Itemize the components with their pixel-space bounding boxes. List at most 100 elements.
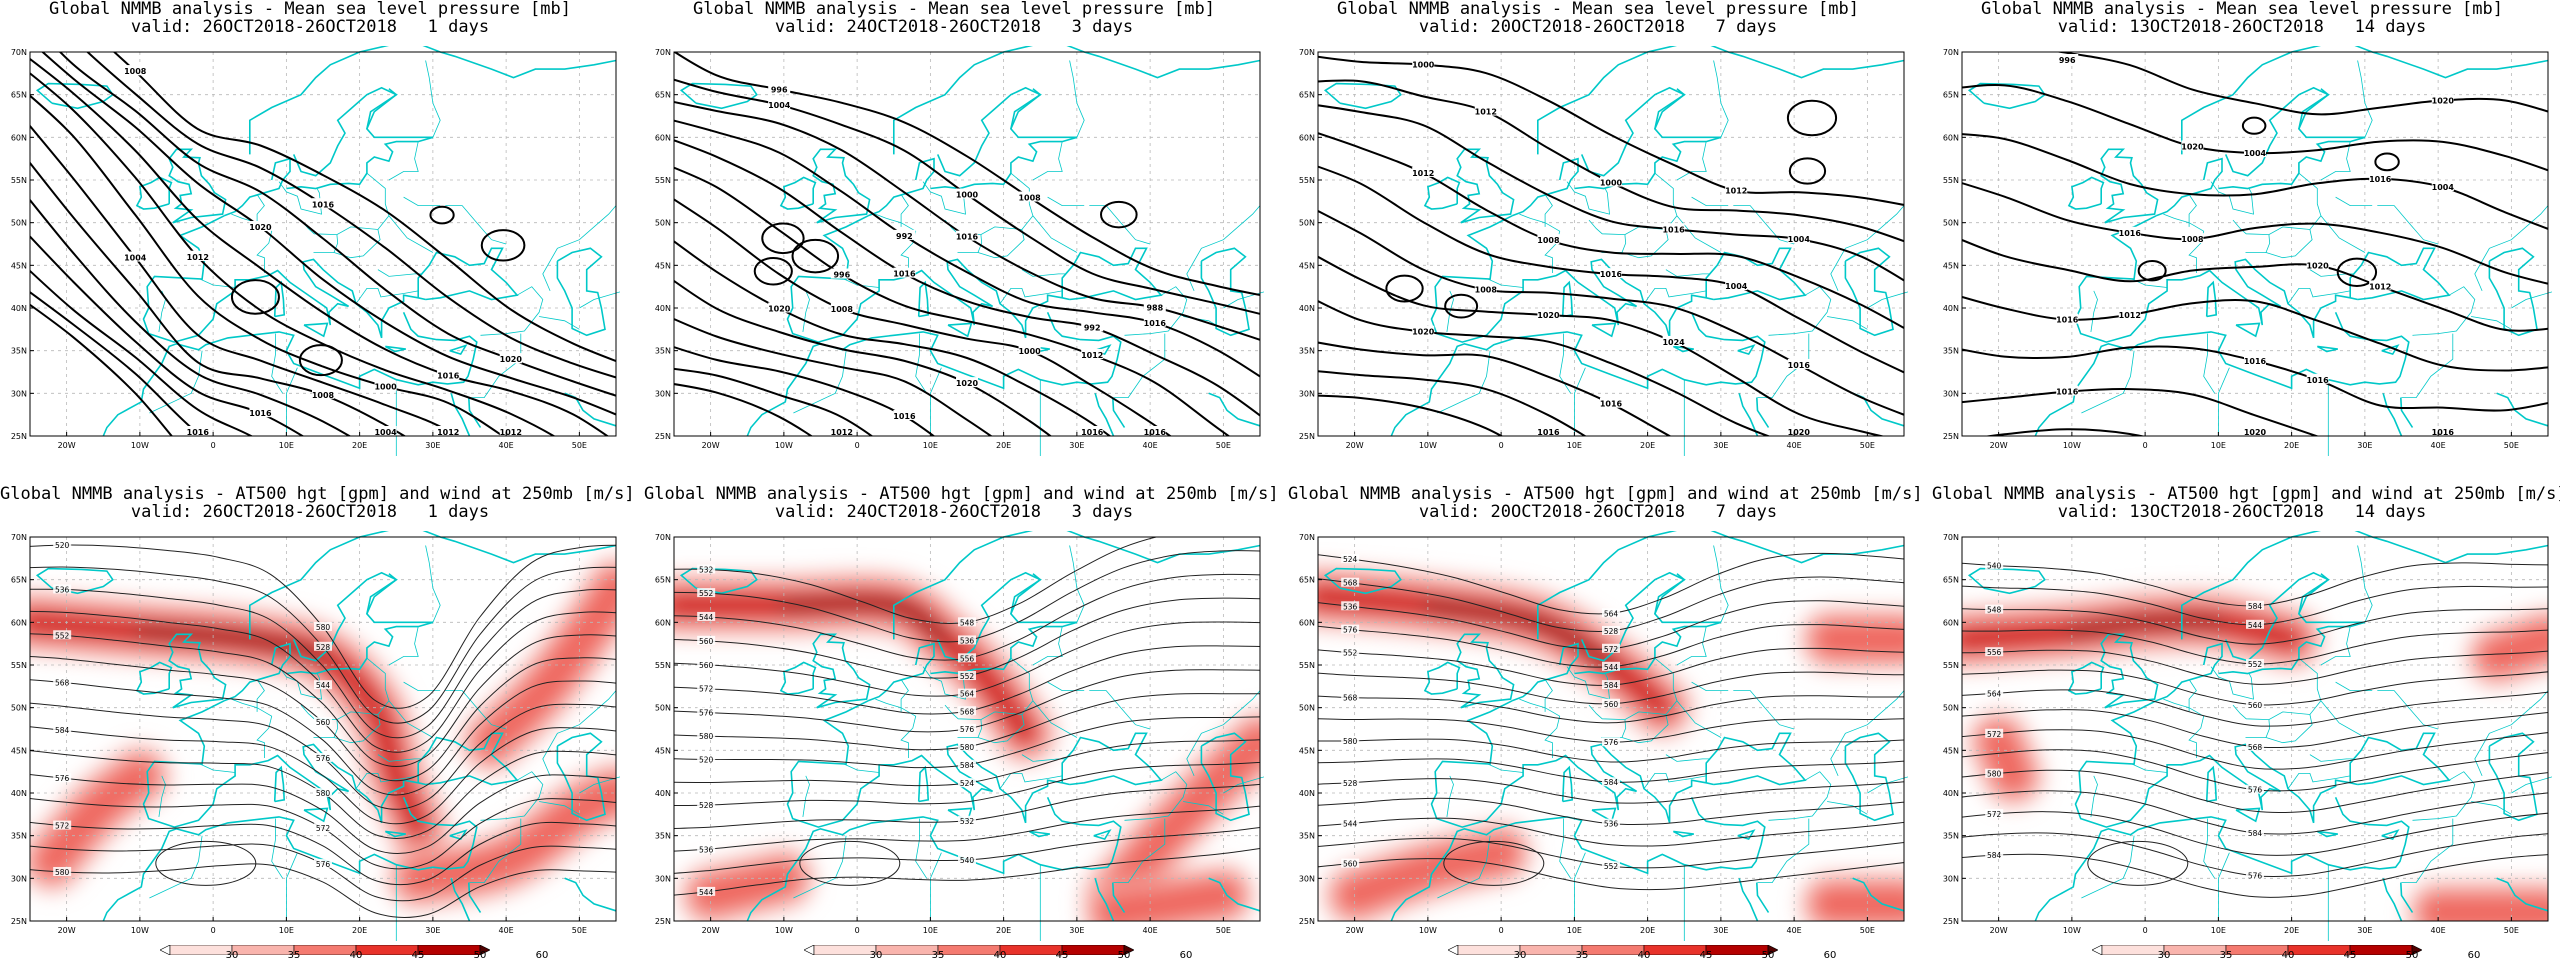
lat-tick-label: 70N: [1299, 533, 1315, 542]
height-labels: 520 528 536 544 552 560 568 576 584 580 576 572 572 5…: [53, 540, 332, 877]
lat-tick-label: 40N: [655, 789, 671, 798]
lon-tick-label: 10W: [775, 441, 793, 450]
contour-label: 564: [960, 690, 975, 699]
contour-label: 572: [1987, 810, 2002, 819]
contour-label: 564: [1604, 609, 1619, 618]
colorbar-tick-label: 60: [1823, 950, 1837, 961]
lon-tick-label: 10E: [279, 926, 294, 935]
lon-tick-label: 50E: [1860, 441, 1875, 450]
colorbar-swatch: [937, 944, 1001, 956]
map-panel: Global NMMB analysis - Mean sea level pr…: [1288, 0, 1908, 470]
contour-label: 560: [316, 718, 331, 727]
map-panel: Global NMMB analysis - Mean sea level pr…: [644, 0, 1264, 470]
lon-tick-label: 30E: [2357, 441, 2372, 450]
lat-tick-label: 45N: [1299, 261, 1315, 270]
lat-tick-label: 50N: [1299, 219, 1315, 228]
contour-label: 576: [316, 754, 331, 763]
contour-label: 1008: [2181, 235, 2204, 244]
lon-tick-label: 0: [855, 441, 860, 450]
contour-label: 572: [699, 685, 714, 694]
colorbar-swatch: [1581, 944, 1645, 956]
colorbar-tick-label: 60: [535, 950, 549, 961]
colorbar-swatch: [1457, 944, 1521, 956]
lon-tick-label: 0: [1499, 926, 1504, 935]
isobar-labels: 1000 1000 1004 1008 1004 1008 1024 1020 1016 1020…: [1412, 58, 1810, 437]
lat-tick-label: 25N: [655, 917, 671, 926]
contour-label: 1000: [956, 191, 979, 200]
lon-tick-label: 0: [211, 926, 216, 935]
lon-tick-label: 40E: [1143, 926, 1158, 935]
contour-label: 576: [2248, 872, 2263, 881]
lat-tick-label: 35N: [1299, 347, 1315, 356]
lon-tick-label: 20W: [702, 926, 720, 935]
lon-tick-label: 20W: [1990, 926, 2008, 935]
lat-tick-label: 35N: [655, 347, 671, 356]
panel-title-line2: valid: 20OCT2018-26OCT2018 7 days: [1418, 17, 1778, 37]
lon-tick-label: 50E: [572, 441, 587, 450]
contour-label: 1016: [1537, 428, 1560, 437]
map-plot: 1000 1000 1004 1008 1004 1008 1024 1020 1016 1020…: [1299, 46, 1908, 456]
contour-label: 1020: [249, 223, 272, 232]
axis-labels: 70N 65N 60N 55N 50N 45N 40N 35N 30N 25N 20W 10W 0 10E…: [655, 48, 1231, 450]
lon-tick-label: 10E: [2211, 441, 2226, 450]
panel-title: Global NMMB analysis - AT500 hgt [gpm] a…: [644, 485, 1279, 521]
contour-label: 1020: [2244, 428, 2267, 437]
contour-label: 580: [316, 789, 331, 798]
colorbar-swatch: [1519, 944, 1583, 956]
contour-label: 1016: [187, 428, 210, 437]
contour-label: 580: [1987, 770, 2002, 779]
lat-tick-label: 30N: [655, 389, 671, 398]
contour-label: 1020: [2432, 96, 2455, 105]
colorbar-tick-label: 60: [2467, 950, 2481, 961]
contour-label: 568: [55, 678, 70, 687]
lon-tick-label: 0: [2143, 926, 2148, 935]
contour-label: 552: [1343, 649, 1358, 658]
lon-tick-label: 10E: [923, 926, 938, 935]
panel-title-line2: valid: 20OCT2018-26OCT2018 7 days: [1418, 502, 1778, 522]
contour-label: 548: [960, 618, 975, 627]
contour-label: 568: [1343, 579, 1358, 588]
lat-tick-label: 55N: [655, 661, 671, 670]
lon-tick-label: 10E: [279, 441, 294, 450]
height-contours: [1962, 562, 2548, 898]
lat-tick-label: 50N: [11, 219, 27, 228]
lon-tick-label: 10E: [923, 441, 938, 450]
lon-tick-label: 0: [211, 441, 216, 450]
contour-label: 1020: [1412, 328, 1435, 337]
lat-tick-label: 45N: [1299, 746, 1315, 755]
contour-label: 1012: [1412, 169, 1434, 178]
lat-tick-label: 30N: [655, 874, 671, 883]
panel-title-line1: Global NMMB analysis - Mean sea level pr…: [693, 0, 1215, 19]
lon-tick-label: 10W: [1419, 441, 1437, 450]
lon-tick-label: 50E: [1216, 441, 1231, 450]
contour-label: 572: [1604, 645, 1619, 654]
contour-label: 1016: [312, 200, 335, 209]
contour-label: 1008: [1475, 286, 1498, 295]
contour-label: 1016: [437, 371, 460, 380]
colorbar-tick-label: 40: [1637, 950, 1651, 961]
isobar-labels: 1004996988100010049961000100410081012101…: [124, 65, 522, 437]
panel-title: Global NMMB analysis - Mean sea level pr…: [0, 0, 620, 36]
contour-label: 568: [1343, 694, 1358, 703]
colorbar-3-scale: [1447, 944, 1779, 956]
lat-tick-label: 65N: [1299, 576, 1315, 585]
lon-tick-label: 50E: [2504, 441, 2519, 450]
graticule: [1318, 52, 1904, 436]
contour-label: 996: [771, 85, 788, 94]
lon-tick-label: 10W: [2063, 441, 2081, 450]
contour-label: 584: [1987, 851, 2002, 860]
contour-label: 520: [55, 541, 70, 550]
contour-label: 556: [960, 654, 975, 663]
contour-label: 1008: [1537, 236, 1560, 245]
colorbar-left-scale: [159, 944, 491, 956]
contour-label: 572: [1987, 730, 2002, 739]
lat-tick-label: 45N: [11, 746, 27, 755]
contour-label: 1000: [374, 383, 397, 392]
lon-tick-label: 20E: [352, 926, 367, 935]
lon-tick-label: 50E: [1860, 926, 1875, 935]
contour-label: 1016: [2056, 388, 2079, 397]
contour-label: 576: [699, 709, 714, 718]
colorbar-swatch: [2225, 944, 2289, 956]
lat-tick-label: 60N: [655, 618, 671, 627]
lat-tick-label: 60N: [655, 133, 671, 142]
